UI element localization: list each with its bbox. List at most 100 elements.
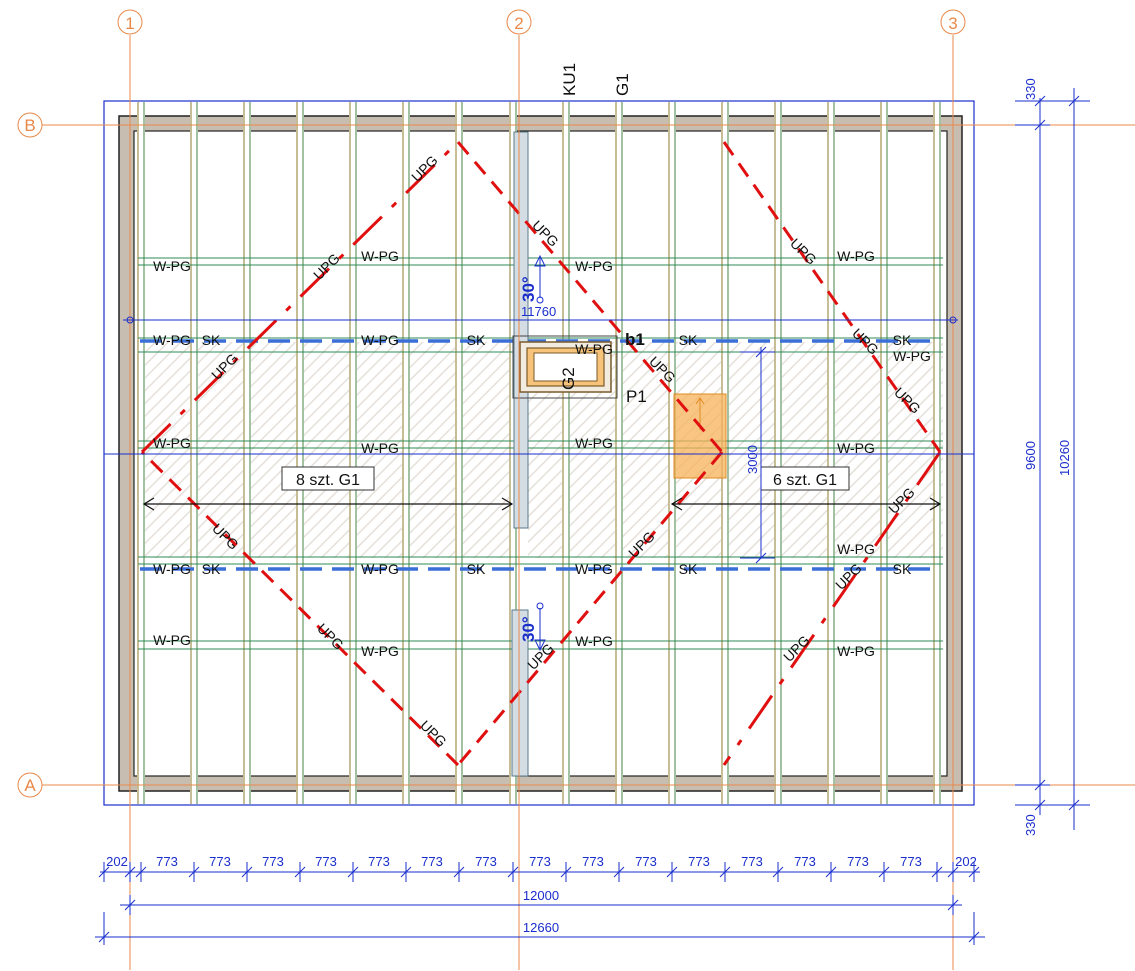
dim-bottom-spacing: 773 — [209, 854, 231, 869]
label-p1: P1 — [626, 387, 647, 406]
tag-wpg: W-PG — [153, 435, 191, 451]
dim-total-outer: 12660 — [523, 920, 559, 935]
hatch-zone-left — [138, 342, 516, 558]
tag-wpg: W-PG — [361, 332, 399, 348]
dim-bottom-spacing: 202 — [955, 854, 977, 869]
rafter — [615, 102, 623, 804]
tag-wpg: W-PG — [575, 435, 613, 451]
rafter — [455, 102, 463, 804]
svg-text:3000: 3000 — [745, 445, 760, 474]
grid-bubble-b: B — [17, 112, 43, 138]
tag-wpg: W-PG — [153, 632, 191, 648]
rafter — [774, 102, 782, 804]
svg-text:30°: 30° — [519, 276, 538, 302]
dim-bottom-spacing: 773 — [529, 854, 551, 869]
svg-text:8 szt. G1: 8 szt. G1 — [296, 472, 360, 489]
dim-bottom-spacing: 773 — [900, 854, 922, 869]
right-dimensions — [1015, 88, 1090, 830]
svg-text:2: 2 — [514, 14, 523, 33]
rafter-layer — [137, 102, 941, 804]
tag-wpg: W-PG — [361, 440, 399, 456]
tag-wpg: W-PG — [361, 643, 399, 659]
svg-text:1: 1 — [125, 14, 134, 33]
rafter — [243, 102, 251, 804]
dim-bottom-spacing: 773 — [582, 854, 604, 869]
rafter — [402, 102, 410, 804]
grid-bubble-2: 2 — [506, 9, 532, 35]
dim-bottom-spacing: 773 — [688, 854, 710, 869]
tag-wpg: W-PG — [575, 341, 613, 357]
label-ku1: KU1 — [560, 63, 579, 96]
grid-bubble-1: 1 — [117, 9, 143, 35]
rafter — [880, 102, 888, 804]
chimney-g2 — [512, 335, 618, 399]
outer-frame — [103, 100, 975, 806]
tag-wpg: W-PG — [837, 248, 875, 264]
tag-wpg: W-PG — [893, 348, 931, 364]
tag-wpg: W-PG — [361, 248, 399, 264]
svg-text:6 szt. G1: 6 szt. G1 — [773, 472, 837, 489]
svg-text:3: 3 — [948, 14, 957, 33]
dim-bottom-spacing: 773 — [847, 854, 869, 869]
svg-text:A: A — [24, 776, 36, 795]
tag-wpg: W-PG — [575, 633, 613, 649]
tag-sk: SK — [893, 561, 912, 577]
rafter — [190, 102, 198, 804]
tag-wpg: W-PG — [837, 643, 875, 659]
slope-arrow-lower: 30° — [519, 602, 546, 652]
dim-bottom-spacing: 773 — [368, 854, 390, 869]
dim-bottom-spacing: 773 — [475, 854, 497, 869]
dim-bottom-spacing: 202 — [106, 854, 128, 869]
purlin-layer — [138, 257, 943, 650]
slope-arrow-upper: 30° — [519, 254, 546, 304]
label-b1: b1 — [625, 330, 645, 349]
tag-sk: SK — [467, 332, 486, 348]
callout-right: 6 szt. G1 — [670, 466, 942, 511]
tag-sk: SK — [679, 332, 698, 348]
dim-bottom-spacing: 773 — [315, 854, 337, 869]
tag-wpg: W-PG — [153, 332, 191, 348]
bottom-total-dimensions — [95, 895, 985, 945]
sk-line-layer — [140, 339, 940, 571]
svg-text:B: B — [24, 116, 35, 135]
dim-right-top: 330 — [1023, 78, 1038, 100]
dim-bottom-spacing: 773 — [262, 854, 284, 869]
tag-sk: SK — [893, 332, 912, 348]
callout-left: 8 szt. G1 — [142, 466, 514, 511]
svg-text:30°: 30° — [519, 616, 538, 642]
dim-bottom-spacing: 773 — [156, 854, 178, 869]
bottom-dimensions: 202 773 773 773 773 773 773 773 773 773 773 773 773 7… — [98, 854, 980, 882]
label-g1: G1 — [613, 73, 632, 96]
ridge-beam-upper — [513, 131, 529, 529]
dim-bottom-spacing: 773 — [421, 854, 443, 869]
valley-line-5 — [722, 141, 942, 453]
tag-wpg: W-PG — [837, 440, 875, 456]
rafter — [296, 102, 304, 804]
tag-wpg: W-PG — [575, 561, 613, 577]
tag-wpg: W-PG — [837, 541, 875, 557]
dim-bottom-spacing: 773 — [794, 854, 816, 869]
tag-wpg: W-PG — [153, 561, 191, 577]
dim-total-inner: 12000 — [523, 888, 559, 903]
grid-lines — [42, 35, 1135, 970]
valley-line-2 — [456, 141, 724, 453]
grid-bubble-a: A — [17, 772, 43, 798]
dim-bottom-spacing: 773 — [741, 854, 763, 869]
grid-bubble-3: 3 — [940, 9, 966, 35]
tag-sk: SK — [679, 561, 698, 577]
label-g2: G2 — [559, 367, 578, 390]
tag-sk: SK — [202, 561, 221, 577]
tag-sk: SK — [467, 561, 486, 577]
rafter — [349, 102, 357, 804]
tag-wpg: W-PG — [153, 258, 191, 274]
rafter — [562, 102, 570, 804]
dim-right-bottom: 330 — [1023, 814, 1038, 836]
valley-line-3 — [456, 451, 724, 766]
dim-bottom-spacing: 773 — [635, 854, 657, 869]
tag-wpg: W-PG — [361, 561, 399, 577]
valley-line-6 — [722, 451, 942, 766]
slope-span-label: 11760 — [521, 304, 556, 319]
dim-right-inner: 9600 — [1023, 441, 1038, 470]
tag-sk: SK — [202, 332, 221, 348]
